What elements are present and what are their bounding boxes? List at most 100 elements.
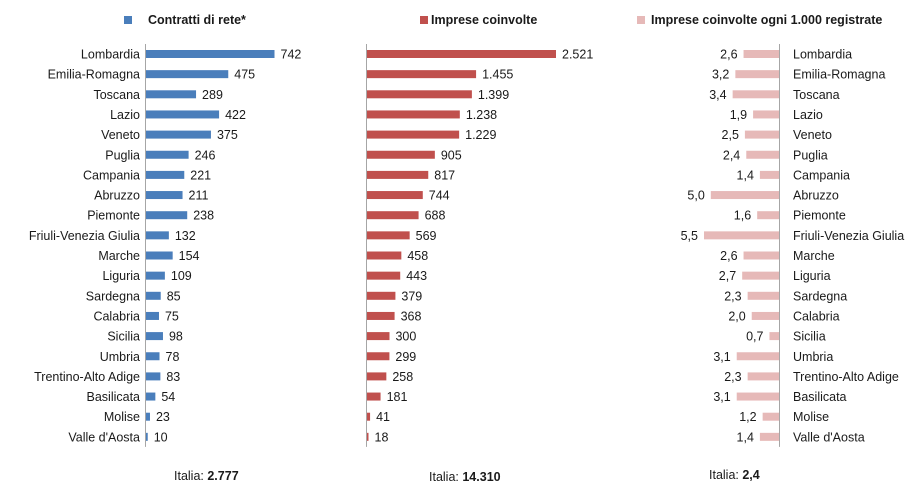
total-text-2: Italia: 14.310: [429, 470, 501, 484]
bar: [744, 130, 779, 139]
legend-swatch-3: [637, 16, 645, 24]
data-label: 742: [281, 48, 302, 62]
bar: [367, 130, 460, 139]
data-label: 109: [171, 269, 192, 283]
category-label: Puglia: [793, 148, 828, 162]
category-label: Liguria: [102, 269, 140, 283]
total-text-1: Italia: 2.777: [174, 469, 239, 483]
category-label: Abruzzo: [94, 189, 140, 203]
bar: [732, 90, 779, 99]
bar: [367, 211, 419, 220]
data-label: 18: [375, 430, 389, 444]
bar: [736, 352, 779, 361]
data-label: 83: [166, 370, 180, 384]
data-label: 905: [441, 148, 462, 162]
data-label: 5,5: [681, 229, 698, 243]
bar: [757, 211, 779, 220]
bar: [367, 311, 395, 320]
data-label: 2,4: [723, 148, 740, 162]
data-label: 1,4: [737, 430, 754, 444]
bar: [367, 170, 429, 179]
category-label: Lombardia: [793, 48, 852, 62]
data-label: 422: [225, 108, 246, 122]
category-label: Trentino-Alto Adige: [34, 370, 140, 384]
category-label: Umbria: [100, 350, 140, 364]
bar: [367, 271, 401, 280]
bar: [146, 150, 189, 159]
category-label: Valle d'Aosta: [793, 430, 865, 444]
bar: [146, 170, 185, 179]
category-label: Trentino-Alto Adige: [793, 370, 899, 384]
data-label: 1.399: [478, 88, 509, 102]
bar: [146, 432, 148, 441]
legend-label-3: Imprese coinvolte ogni 1.000 registrate: [651, 13, 882, 27]
data-label: 75: [165, 309, 179, 323]
data-label: 5,0: [687, 189, 704, 203]
bar: [747, 372, 779, 381]
data-label: 1,9: [730, 108, 747, 122]
category-label: Toscana: [793, 88, 840, 102]
category-label: Emilia-Romagna: [48, 68, 140, 82]
bar: [743, 251, 779, 260]
bar: [736, 392, 779, 401]
bar: [367, 392, 381, 401]
data-label: 2,3: [724, 289, 741, 303]
bar: [747, 291, 779, 300]
bar: [735, 70, 779, 79]
total-prefix: Italia:: [429, 470, 462, 484]
category-label: Molise: [104, 410, 140, 424]
bar: [742, 271, 779, 280]
category-label: Basilicata: [87, 390, 141, 404]
data-label: 98: [169, 330, 183, 344]
bar: [753, 110, 779, 119]
category-label: Calabria: [793, 309, 840, 323]
bar: [146, 211, 188, 220]
bar: [146, 130, 211, 139]
data-label: 10: [154, 430, 168, 444]
data-label: 23: [156, 410, 170, 424]
legend-label-2: Imprese coinvolte: [431, 13, 537, 27]
category-label: Sardegna: [86, 289, 140, 303]
category-label: Piemonte: [793, 209, 846, 223]
bar: [769, 332, 779, 341]
category-label: Molise: [793, 410, 829, 424]
category-label: Veneto: [101, 128, 140, 142]
total-text-3: Italia: 2,4: [709, 468, 760, 482]
bar: [759, 432, 779, 441]
data-label: 2,6: [720, 48, 737, 62]
bar: [146, 231, 169, 240]
data-label: 2,5: [722, 128, 739, 142]
data-label: 54: [161, 390, 175, 404]
category-label: Lazio: [110, 108, 140, 122]
bar: [146, 291, 161, 300]
data-label: 132: [175, 229, 196, 243]
category-label: Friuli-Venezia Giulia: [29, 229, 140, 243]
bar: [367, 231, 410, 240]
data-label: 154: [179, 249, 200, 263]
total-prefix: Italia:: [174, 469, 207, 483]
data-label: 1,2: [739, 410, 756, 424]
data-label: 3,2: [712, 68, 729, 82]
data-label: 744: [429, 189, 450, 203]
data-label: 1.455: [482, 68, 513, 82]
bar: [367, 251, 402, 260]
bar: [759, 170, 779, 179]
data-label: 299: [395, 350, 416, 364]
category-label: Toscana: [93, 88, 140, 102]
data-label: 289: [202, 88, 223, 102]
data-label: 443: [406, 269, 427, 283]
total-prefix: Italia:: [709, 468, 742, 482]
bar: [367, 372, 387, 381]
bar: [146, 412, 150, 421]
data-label: 569: [416, 229, 437, 243]
bar: [146, 251, 173, 260]
data-label: 379: [401, 289, 422, 303]
bar: [367, 90, 472, 99]
category-label: Umbria: [793, 350, 833, 364]
data-label: 181: [387, 390, 408, 404]
category-label: Campania: [83, 168, 140, 182]
bar: [146, 50, 275, 58]
data-label: 1,6: [734, 209, 751, 223]
bar: [751, 311, 779, 320]
